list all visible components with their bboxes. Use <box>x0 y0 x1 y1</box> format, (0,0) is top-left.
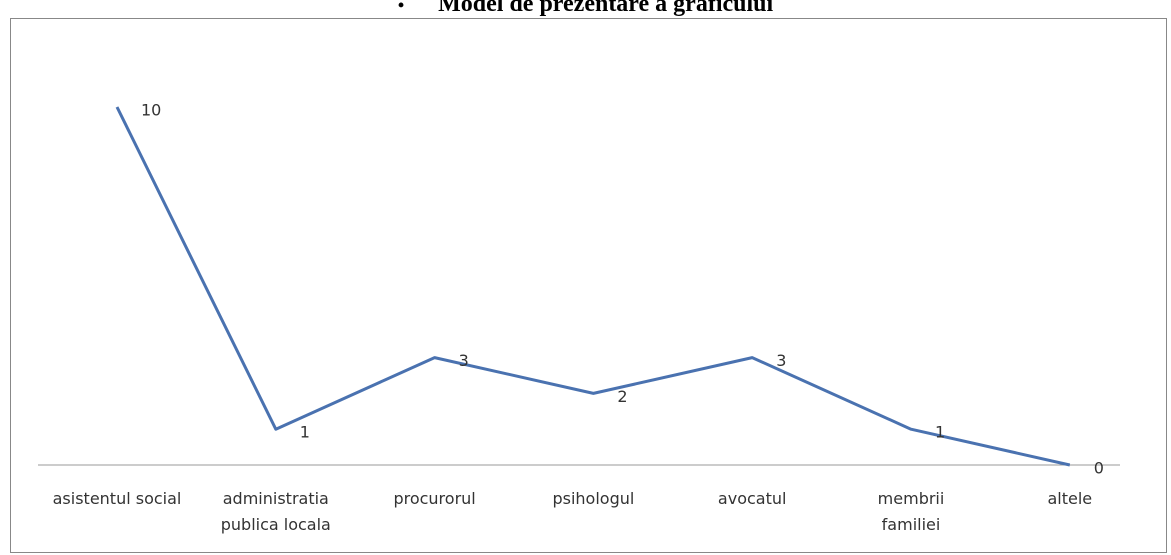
x-tick-label: psihologul <box>552 489 635 508</box>
chart-title-row: • Model de prezentare a graficului <box>0 0 1171 18</box>
data-label: 2 <box>617 387 627 406</box>
x-tick-label: procurorul <box>393 489 476 508</box>
x-tick-label: asistentul social <box>52 489 182 508</box>
bullet: • <box>397 0 405 15</box>
chart-title: Model de prezentare a graficului <box>438 0 774 17</box>
x-tick-label: administratia publica locala <box>220 489 331 534</box>
data-label: 0 <box>1094 459 1104 478</box>
line-series <box>115 106 1071 467</box>
x-tick-label: membrii familiei <box>877 489 945 534</box>
data-label: 1 <box>935 423 945 442</box>
chart-border <box>10 18 1167 553</box>
data-label: 10 <box>141 101 161 120</box>
data-label: 1 <box>300 423 310 442</box>
data-label: 3 <box>776 351 786 370</box>
x-tick-label: altele <box>1047 489 1093 508</box>
x-tick-label: avocatul <box>717 489 787 508</box>
data-label: 3 <box>459 351 469 370</box>
